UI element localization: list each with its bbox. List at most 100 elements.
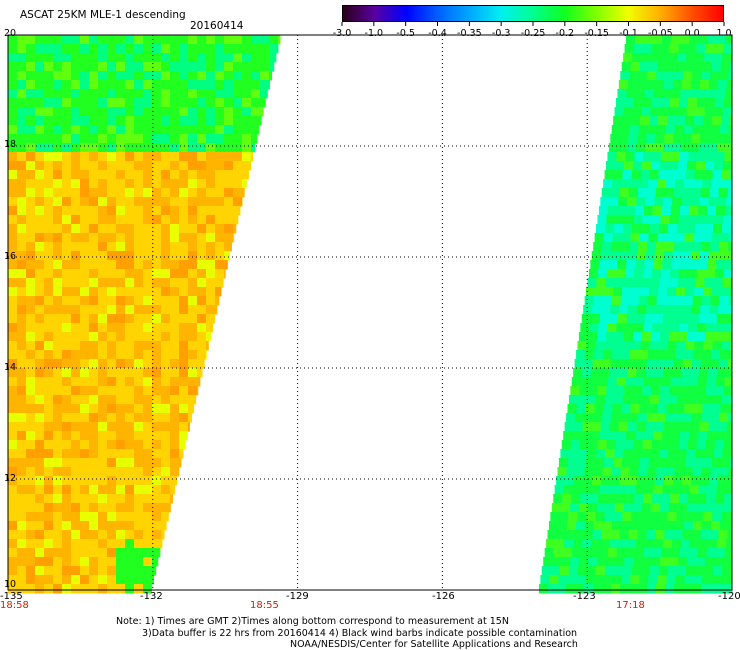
wind-cell [143, 512, 153, 522]
wind-cell [143, 476, 153, 486]
wind-cell [80, 341, 90, 351]
wind-cell [644, 314, 655, 324]
wind-cell [80, 359, 90, 369]
wind-cell [642, 215, 652, 225]
wind-cell [44, 350, 54, 360]
wind-cell [598, 206, 609, 216]
wind-cell [703, 341, 713, 351]
wind-cell [269, 62, 275, 72]
wind-cell [660, 44, 671, 54]
wind-cell [565, 530, 576, 540]
wind-cell [35, 359, 45, 369]
wind-cell [134, 215, 144, 225]
wind-cell [206, 332, 211, 342]
wind-cell [134, 170, 144, 180]
wind-cell [89, 215, 99, 225]
wind-cell [647, 242, 657, 252]
wind-cell [664, 134, 674, 144]
wind-cell [98, 494, 108, 504]
wind-cell [35, 395, 45, 405]
wind-cell [143, 548, 153, 558]
wind-cell [35, 260, 45, 270]
wind-cell [567, 404, 577, 414]
wind-cell [675, 179, 685, 189]
wind-cell [116, 476, 126, 486]
wind-cell [107, 368, 117, 378]
wind-cell [152, 233, 162, 243]
wind-cell [8, 80, 18, 90]
wind-cell [116, 386, 126, 396]
wind-cell [53, 485, 63, 495]
wind-cell [635, 314, 646, 324]
wind-cell [622, 395, 633, 405]
wind-cell [125, 494, 135, 504]
wind-cell [677, 53, 687, 63]
wind-cell [638, 413, 648, 423]
wind-cell [634, 494, 644, 504]
wind-cell [107, 152, 117, 162]
wind-cell [693, 62, 704, 72]
wind-cell [724, 548, 733, 558]
wind-cell [26, 224, 36, 234]
wind-cell [630, 350, 640, 360]
wind-cell [661, 377, 672, 387]
wind-cell [721, 287, 731, 297]
wind-cell [98, 332, 108, 342]
wind-cell [587, 449, 597, 459]
wind-cell [726, 368, 733, 378]
wind-cell [651, 269, 662, 279]
wind-cell [653, 485, 664, 495]
wind-cell [26, 350, 36, 360]
wind-cell [617, 89, 627, 99]
wind-cell [134, 188, 144, 198]
wind-cell [35, 314, 45, 324]
wind-cell [44, 260, 54, 270]
wind-cell [89, 170, 99, 180]
wind-cell [62, 323, 72, 333]
colorbar-tick-label: -3.0 [333, 28, 352, 39]
wind-cell [44, 548, 54, 558]
wind-cell [696, 44, 707, 54]
wind-cell [629, 125, 640, 135]
wind-cell [89, 287, 99, 297]
wind-cell [705, 440, 716, 450]
wind-cell [17, 35, 27, 45]
wind-cell [699, 539, 709, 549]
wind-cell [143, 386, 153, 396]
wind-cell [619, 134, 629, 144]
wind-cell [53, 296, 63, 306]
wind-cell [98, 152, 108, 162]
wind-cell [44, 224, 54, 234]
wind-cell [62, 179, 72, 189]
wind-cell [638, 242, 648, 252]
wind-cell [125, 449, 135, 459]
wind-cell [179, 233, 189, 243]
wind-cell [143, 80, 153, 90]
wind-cell [589, 494, 599, 504]
wind-cell [597, 557, 607, 567]
wind-cell [8, 269, 18, 279]
wind-cell [35, 170, 45, 180]
wind-cell [116, 197, 126, 207]
wind-cell [719, 125, 730, 135]
wind-cell [17, 197, 27, 207]
wind-cell [134, 458, 144, 468]
wind-cell [651, 44, 662, 54]
wind-cell [628, 584, 639, 594]
wind-cell [134, 71, 144, 81]
wind-cell [179, 188, 189, 198]
wind-cell [80, 278, 90, 288]
wind-cell [705, 44, 716, 54]
wind-cell [143, 161, 153, 171]
wind-cell [680, 431, 690, 441]
wind-cell [233, 188, 243, 198]
wind-cell [134, 503, 144, 513]
wind-cell [188, 233, 198, 243]
wind-cell [618, 422, 629, 432]
wind-cell [713, 278, 723, 288]
wind-cell [566, 467, 577, 477]
wind-cell [17, 557, 27, 567]
colorbar-tick-label: -0.25 [521, 28, 546, 39]
wind-cell [656, 521, 667, 531]
colorbar-tick-label: -0.2 [556, 28, 575, 39]
